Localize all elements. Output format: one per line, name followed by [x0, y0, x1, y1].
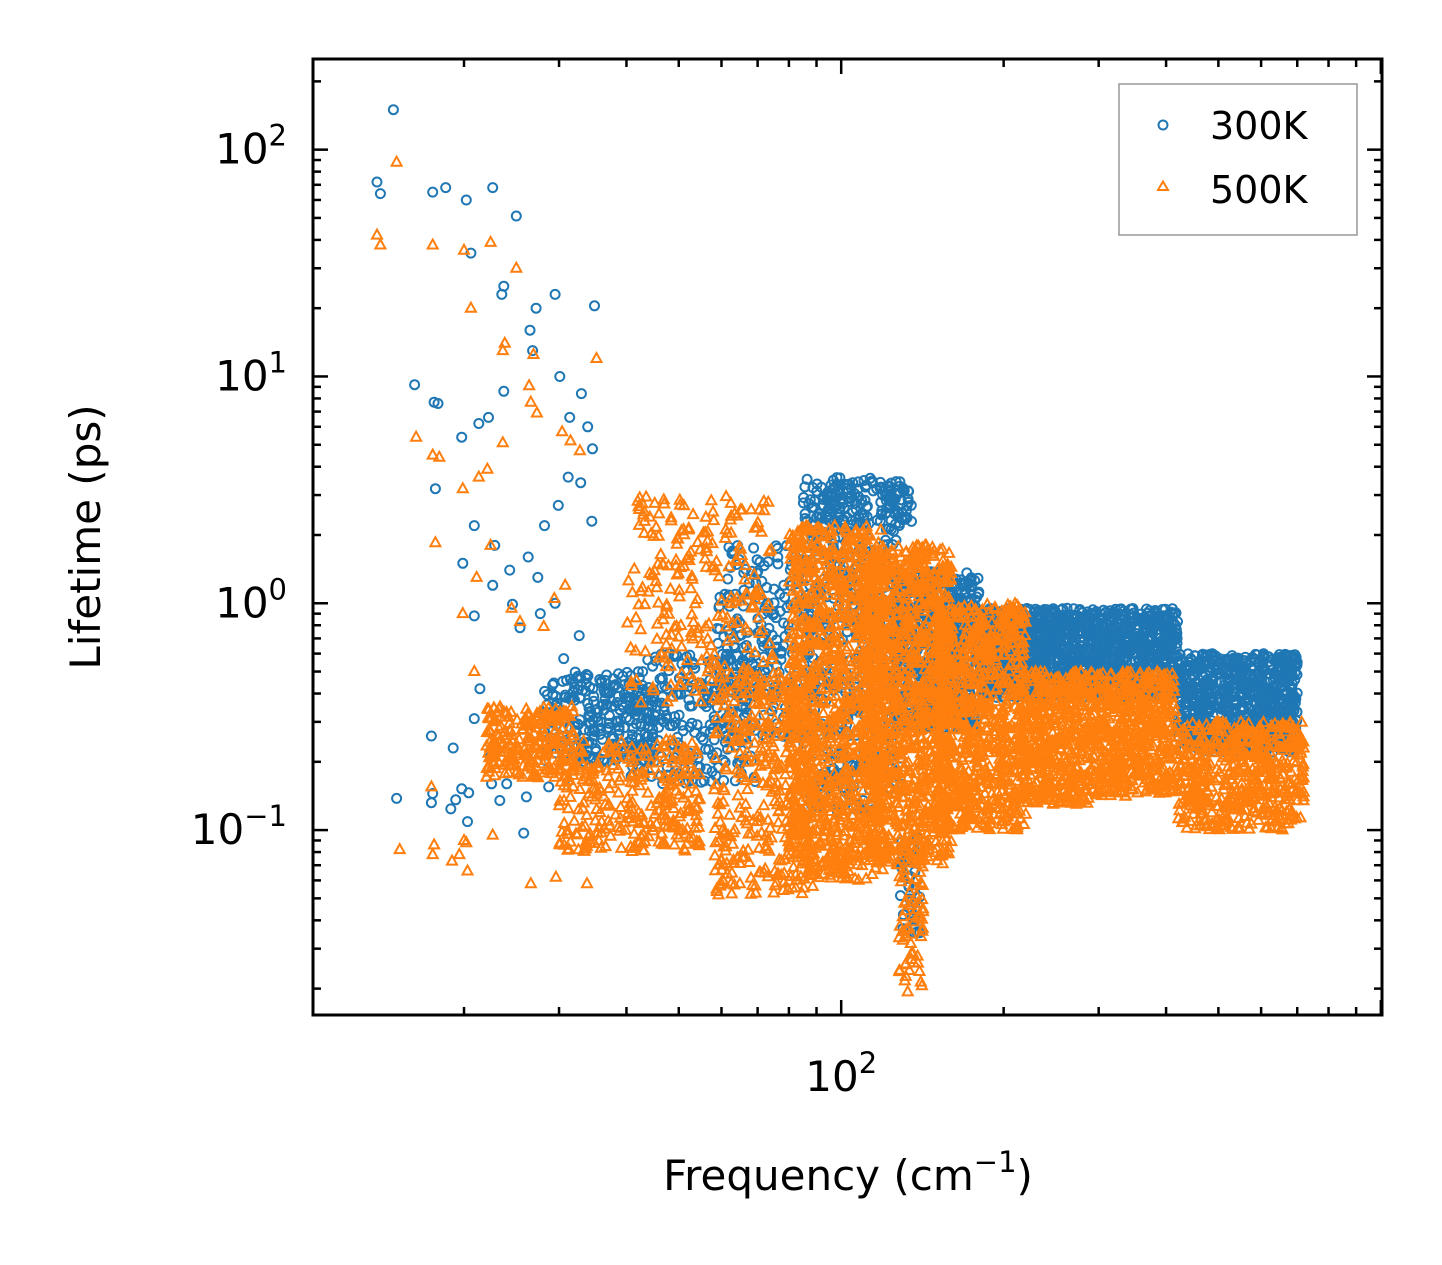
data-point-300k: [736, 701, 748, 713]
data-point-300k: [618, 722, 630, 734]
data-point-300k: [656, 672, 668, 684]
data-point-300k: [609, 700, 621, 712]
data-point-300k: [748, 542, 760, 554]
data-point-300k: [766, 629, 778, 641]
data-point-300k: [647, 723, 659, 735]
data-point-300k: [695, 731, 707, 743]
data-point-300k: [599, 674, 611, 686]
data-point-300k: [701, 763, 713, 775]
data-point-300k: [547, 688, 559, 700]
data-point-300k: [641, 712, 652, 724]
data-point-300k: [774, 588, 786, 600]
data-point-300k: [603, 710, 615, 722]
data-point-300k: [606, 731, 618, 743]
data-point-300k: [637, 666, 649, 678]
data-point-300k: [775, 645, 787, 657]
data-point-300k: [628, 704, 640, 716]
data-point-300k: [774, 605, 786, 617]
data-point-300k: [588, 690, 600, 702]
data-point-300k: [557, 675, 569, 687]
data-point-300k: [596, 733, 608, 745]
data-point-300k: [595, 716, 607, 728]
data-point-300k: [599, 694, 611, 705]
data-point-300k: [686, 717, 698, 729]
data-point-300k: [613, 668, 624, 680]
data-point-300k: [594, 728, 606, 740]
data-point-300k: [627, 729, 638, 741]
data-point-300k: [630, 718, 642, 730]
data-point-300k: [772, 551, 784, 563]
data-point-300k: [719, 654, 731, 666]
data-point-300k: [571, 672, 583, 684]
data-point-300k: [799, 508, 811, 520]
data-point-300k: [700, 743, 712, 755]
data-point-300k: [590, 743, 602, 755]
data-point-300k: [636, 679, 648, 691]
data-point-300k: [609, 680, 621, 692]
data-point-300k: [772, 558, 784, 570]
data-point-300k: [603, 722, 615, 733]
data-point-300k: [601, 699, 613, 711]
data-point-300k: [677, 725, 689, 737]
data-point-300k: [668, 649, 680, 661]
data-point-300k: [632, 666, 644, 678]
data-point-300k: [676, 719, 688, 731]
data-point-300k: [599, 687, 611, 699]
data-point-300k: [596, 700, 608, 711]
data-point-300k: [622, 691, 634, 703]
data-point-300k: [740, 640, 752, 651]
data-point-300k: [585, 705, 597, 717]
data-point-300k: [594, 674, 606, 685]
data-point-300k: [756, 575, 768, 587]
data-point-300k: [700, 701, 712, 713]
data-point-300k: [646, 700, 658, 712]
data-point-300k: [572, 684, 584, 696]
data-point-300k: [587, 723, 599, 735]
data-point-300k: [613, 721, 625, 733]
data-point-300k: [669, 717, 681, 729]
data-point-300k: [653, 721, 665, 733]
data-point-300k: [719, 658, 731, 670]
data-point-300k: [658, 705, 670, 717]
data-point-300k: [766, 705, 778, 717]
data-point-300k: [664, 720, 676, 731]
data-point-300k: [601, 723, 613, 735]
data-point-300k: [584, 681, 596, 693]
